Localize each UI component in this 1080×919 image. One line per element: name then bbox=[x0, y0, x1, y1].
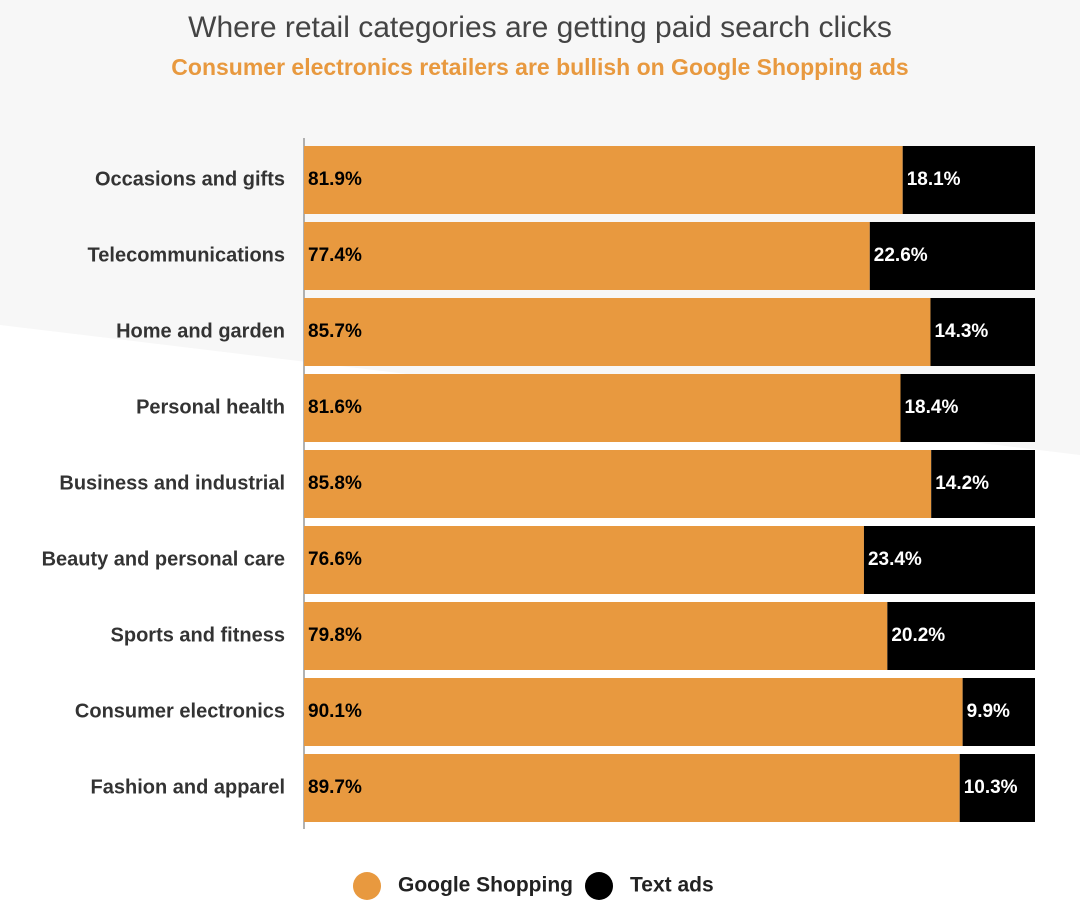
value-label: 76.6% bbox=[308, 549, 362, 570]
bar-segment bbox=[304, 146, 903, 214]
value-label: 85.8% bbox=[308, 473, 362, 494]
bar-segment bbox=[304, 602, 888, 670]
value-label: 18.1% bbox=[907, 169, 961, 190]
category-label: Sports and fitness bbox=[111, 624, 285, 646]
bar-segment bbox=[304, 678, 963, 746]
value-label: 10.3% bbox=[964, 777, 1018, 798]
bar-segment bbox=[304, 374, 901, 442]
bar-segment bbox=[863, 526, 1035, 594]
category-label: Fashion and apparel bbox=[91, 776, 285, 798]
legend-label: Text ads bbox=[630, 874, 714, 897]
category-label: Home and garden bbox=[116, 320, 285, 342]
value-label: 77.4% bbox=[308, 245, 362, 266]
value-label: 81.9% bbox=[308, 169, 362, 190]
bar-segment bbox=[930, 298, 1035, 366]
bar-segment bbox=[900, 374, 1035, 442]
value-label: 14.2% bbox=[935, 473, 989, 494]
value-label: 20.2% bbox=[891, 625, 945, 646]
chart-subtitle: Consumer electronics retailers are bulli… bbox=[171, 54, 908, 80]
value-label: 18.4% bbox=[904, 397, 958, 418]
category-label: Beauty and personal care bbox=[42, 548, 285, 570]
bar-segment bbox=[304, 754, 960, 822]
value-label: 23.4% bbox=[868, 549, 922, 570]
category-label: Business and industrial bbox=[59, 472, 285, 494]
legend-swatch bbox=[353, 872, 381, 900]
category-label: Consumer electronics bbox=[75, 700, 285, 722]
bar-segment bbox=[869, 222, 1035, 290]
bar-segment bbox=[962, 678, 1035, 746]
value-label: 89.7% bbox=[308, 777, 362, 798]
bar-segment bbox=[304, 222, 870, 290]
value-label: 81.6% bbox=[308, 397, 362, 418]
chart-title: Where retail categories are getting paid… bbox=[188, 11, 892, 44]
bar-segment bbox=[887, 602, 1035, 670]
category-label: Occasions and gifts bbox=[95, 168, 285, 190]
value-label: 9.9% bbox=[967, 701, 1010, 722]
value-label: 85.7% bbox=[308, 321, 362, 342]
bar-segment bbox=[304, 298, 931, 366]
category-label: Telecommunications bbox=[88, 244, 285, 266]
bar-segment bbox=[902, 146, 1035, 214]
bar-segment bbox=[959, 754, 1035, 822]
legend-swatch bbox=[585, 872, 613, 900]
value-label: 22.6% bbox=[874, 245, 928, 266]
value-label: 14.3% bbox=[934, 321, 988, 342]
value-label: 90.1% bbox=[308, 701, 362, 722]
category-label: Personal health bbox=[136, 396, 285, 418]
bar-segment bbox=[304, 526, 864, 594]
bar-segment bbox=[931, 450, 1035, 518]
legend-label: Google Shopping bbox=[398, 874, 573, 897]
value-label: 79.8% bbox=[308, 625, 362, 646]
bar-segment bbox=[304, 450, 932, 518]
